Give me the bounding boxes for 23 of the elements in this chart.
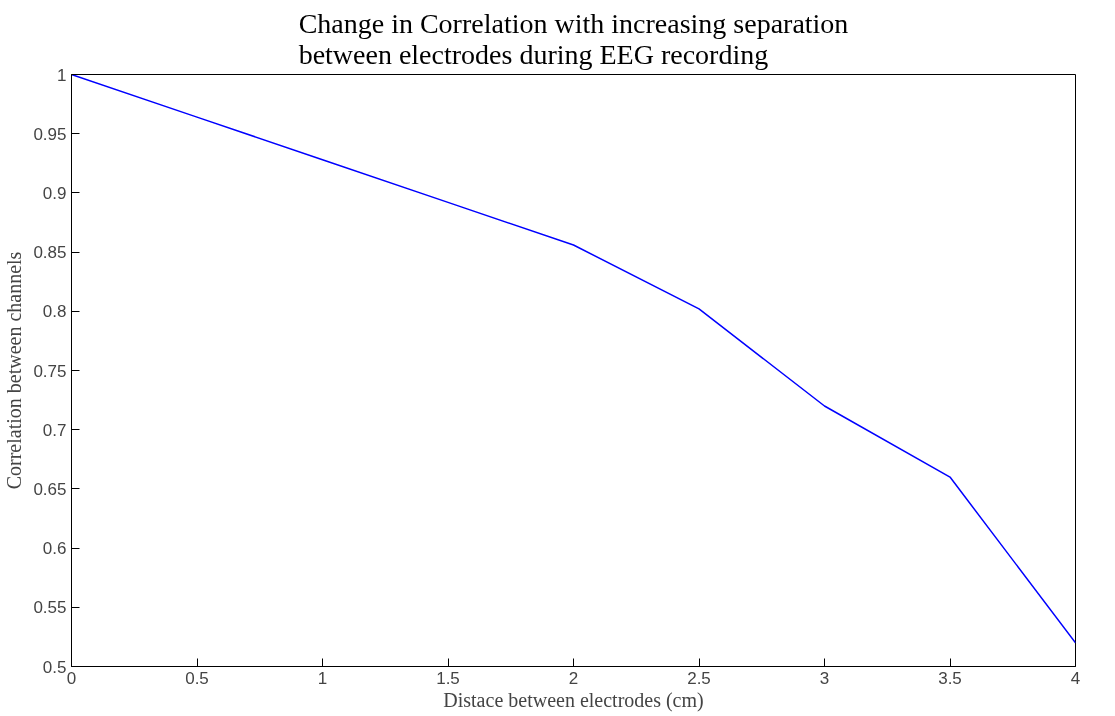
x-tick-label: 3.5 — [938, 668, 962, 688]
y-tick-label: 0.85 — [33, 243, 67, 263]
x-axis-title: Distace between electrodes (cm) — [443, 688, 704, 712]
y-tick-label: 0.95 — [33, 124, 67, 144]
x-tick-label: 3 — [819, 668, 830, 688]
x-tick-label: 2.5 — [687, 668, 711, 688]
line-series — [71, 74, 1076, 644]
y-tick-label: 0.75 — [33, 361, 67, 381]
y-tick-label: 0.65 — [33, 479, 67, 499]
y-tick-label: 1 — [57, 65, 67, 85]
x-tick-label: 2 — [568, 668, 579, 688]
y-tick-label: 0.8 — [42, 302, 67, 322]
y-tick-label: 0.9 — [42, 183, 67, 203]
y-axis-title: Correlation between channels — [3, 251, 26, 490]
x-tick-label: 0 — [66, 668, 77, 688]
x-tick-label: 0.5 — [185, 668, 209, 688]
x-tick-label: 1 — [317, 668, 328, 688]
x-tick-label: 1.5 — [436, 668, 460, 688]
y-tick-label: 0.6 — [42, 539, 67, 559]
chart-title: Change in Correlation with increasing separation between electrodes during EEG recording — [298, 7, 849, 70]
y-tick-label: 0.55 — [33, 598, 67, 618]
y-tick-label: 0.7 — [42, 420, 67, 440]
x-tick-label: 4 — [1070, 668, 1081, 688]
